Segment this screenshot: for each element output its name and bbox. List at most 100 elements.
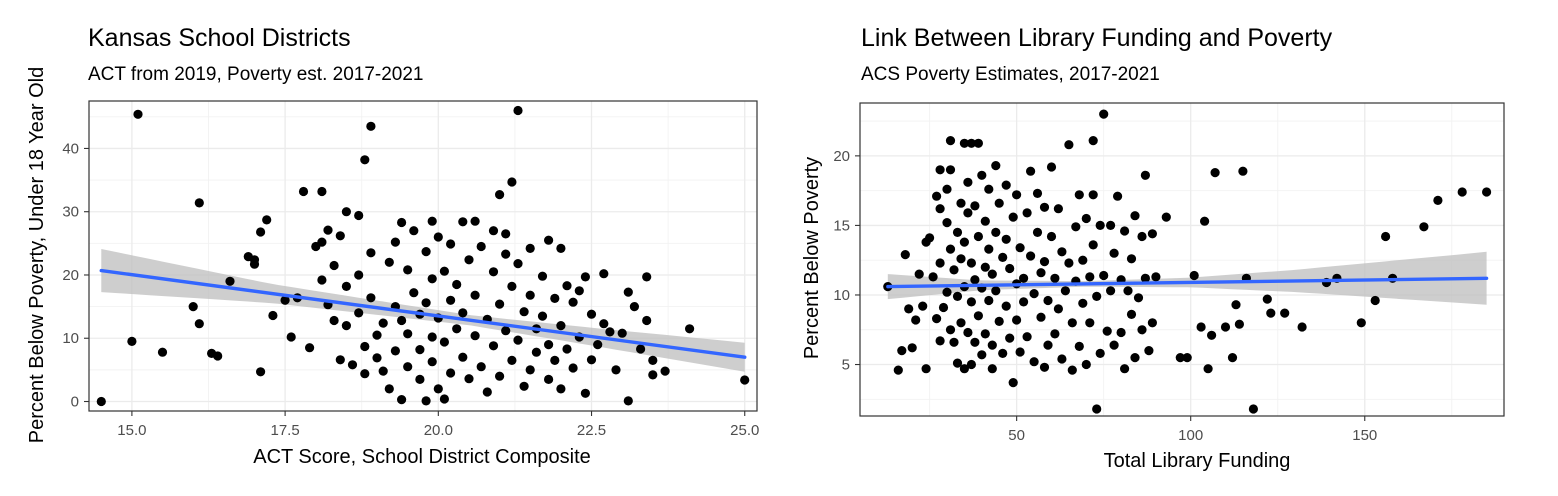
data-point	[341, 281, 351, 291]
data-point	[921, 364, 931, 374]
data-point	[464, 374, 474, 384]
data-point	[1262, 294, 1272, 304]
confidence-band	[101, 249, 745, 372]
data-point	[949, 265, 959, 275]
x-axis-title: ACT Score, School District Composite	[253, 446, 591, 468]
data-point	[1026, 166, 1036, 176]
y-tick-label: 5	[842, 357, 850, 374]
data-point	[372, 353, 382, 363]
confidence-band	[887, 251, 1487, 305]
data-point	[482, 387, 492, 397]
data-point	[911, 315, 921, 325]
data-point	[439, 394, 449, 404]
data-point	[928, 272, 938, 282]
data-point	[1053, 304, 1063, 314]
data-point	[262, 215, 272, 225]
data-point	[1297, 322, 1307, 332]
data-point	[1074, 341, 1084, 351]
data-point	[1057, 247, 1067, 257]
data-point	[935, 258, 945, 268]
data-point	[458, 352, 468, 362]
data-point	[1064, 258, 1074, 268]
data-point	[1182, 353, 1192, 363]
data-point	[194, 198, 204, 208]
data-point	[1046, 231, 1057, 242]
data-point	[544, 235, 554, 245]
data-point	[354, 270, 364, 280]
data-point	[1081, 213, 1091, 224]
data-point	[1196, 322, 1206, 332]
data-point	[568, 297, 578, 307]
data-point	[305, 343, 315, 353]
data-point	[1151, 272, 1161, 282]
data-point	[580, 272, 591, 282]
x-tick-label: 25.0	[730, 422, 759, 439]
data-point	[1050, 329, 1060, 339]
data-point	[1433, 195, 1443, 205]
data-point	[1137, 231, 1147, 242]
data-point	[495, 299, 505, 309]
data-point	[366, 248, 376, 258]
data-point	[1109, 340, 1119, 350]
data-point	[421, 298, 431, 308]
data-point	[956, 318, 966, 328]
data-point	[935, 336, 945, 346]
data-point	[427, 216, 437, 226]
data-point	[963, 208, 973, 218]
data-point	[642, 272, 652, 282]
data-point	[586, 309, 597, 319]
data-point	[531, 347, 542, 357]
data-point	[249, 259, 260, 269]
y-tick-label: 10	[833, 287, 850, 304]
data-point	[384, 384, 394, 394]
y-tick-label: 10	[62, 330, 79, 347]
data-point	[1099, 109, 1109, 119]
data-point	[458, 308, 468, 318]
data-point	[956, 254, 966, 264]
data-point	[1381, 231, 1391, 242]
data-point	[188, 302, 198, 312]
data-point	[966, 138, 976, 148]
data-point	[537, 271, 548, 281]
data-point	[1078, 298, 1088, 308]
data-point	[1147, 229, 1157, 239]
data-point	[980, 216, 990, 226]
data-point	[1012, 315, 1022, 325]
data-point	[623, 287, 633, 297]
data-point	[550, 293, 560, 303]
data-point	[550, 355, 560, 365]
data-point	[1231, 300, 1241, 310]
data-point	[1266, 308, 1276, 318]
data-point	[1120, 226, 1130, 236]
data-point	[918, 301, 928, 311]
data-point	[427, 357, 437, 367]
data-point	[1203, 364, 1213, 374]
data-point	[952, 227, 963, 237]
data-point	[966, 359, 976, 370]
data-point	[1036, 268, 1046, 278]
data-point	[991, 227, 1001, 237]
data-point	[984, 184, 994, 194]
data-point	[963, 327, 973, 338]
data-point	[537, 311, 548, 321]
data-point	[1001, 180, 1011, 190]
data-point	[593, 340, 603, 350]
data-point	[1029, 289, 1039, 299]
data-point	[458, 217, 468, 227]
data-point	[1043, 295, 1053, 306]
data-point	[1019, 273, 1029, 283]
data-point	[446, 295, 456, 305]
scatter-plot-act: 15.0 17.5 20.0 22.5 25.0 0 10 20 30 40 ACT Score,…	[26, 67, 759, 468]
x-tick-label: 150	[1352, 427, 1377, 444]
data-point	[464, 255, 474, 265]
data-point	[544, 340, 554, 350]
data-point	[513, 335, 523, 345]
data-point	[1095, 348, 1105, 358]
data-point	[1001, 301, 1011, 311]
data-point	[298, 186, 309, 197]
data-point	[959, 364, 969, 374]
data-point	[1280, 308, 1290, 318]
data-point	[1175, 353, 1185, 363]
data-point	[1207, 330, 1217, 340]
data-point	[194, 319, 204, 329]
